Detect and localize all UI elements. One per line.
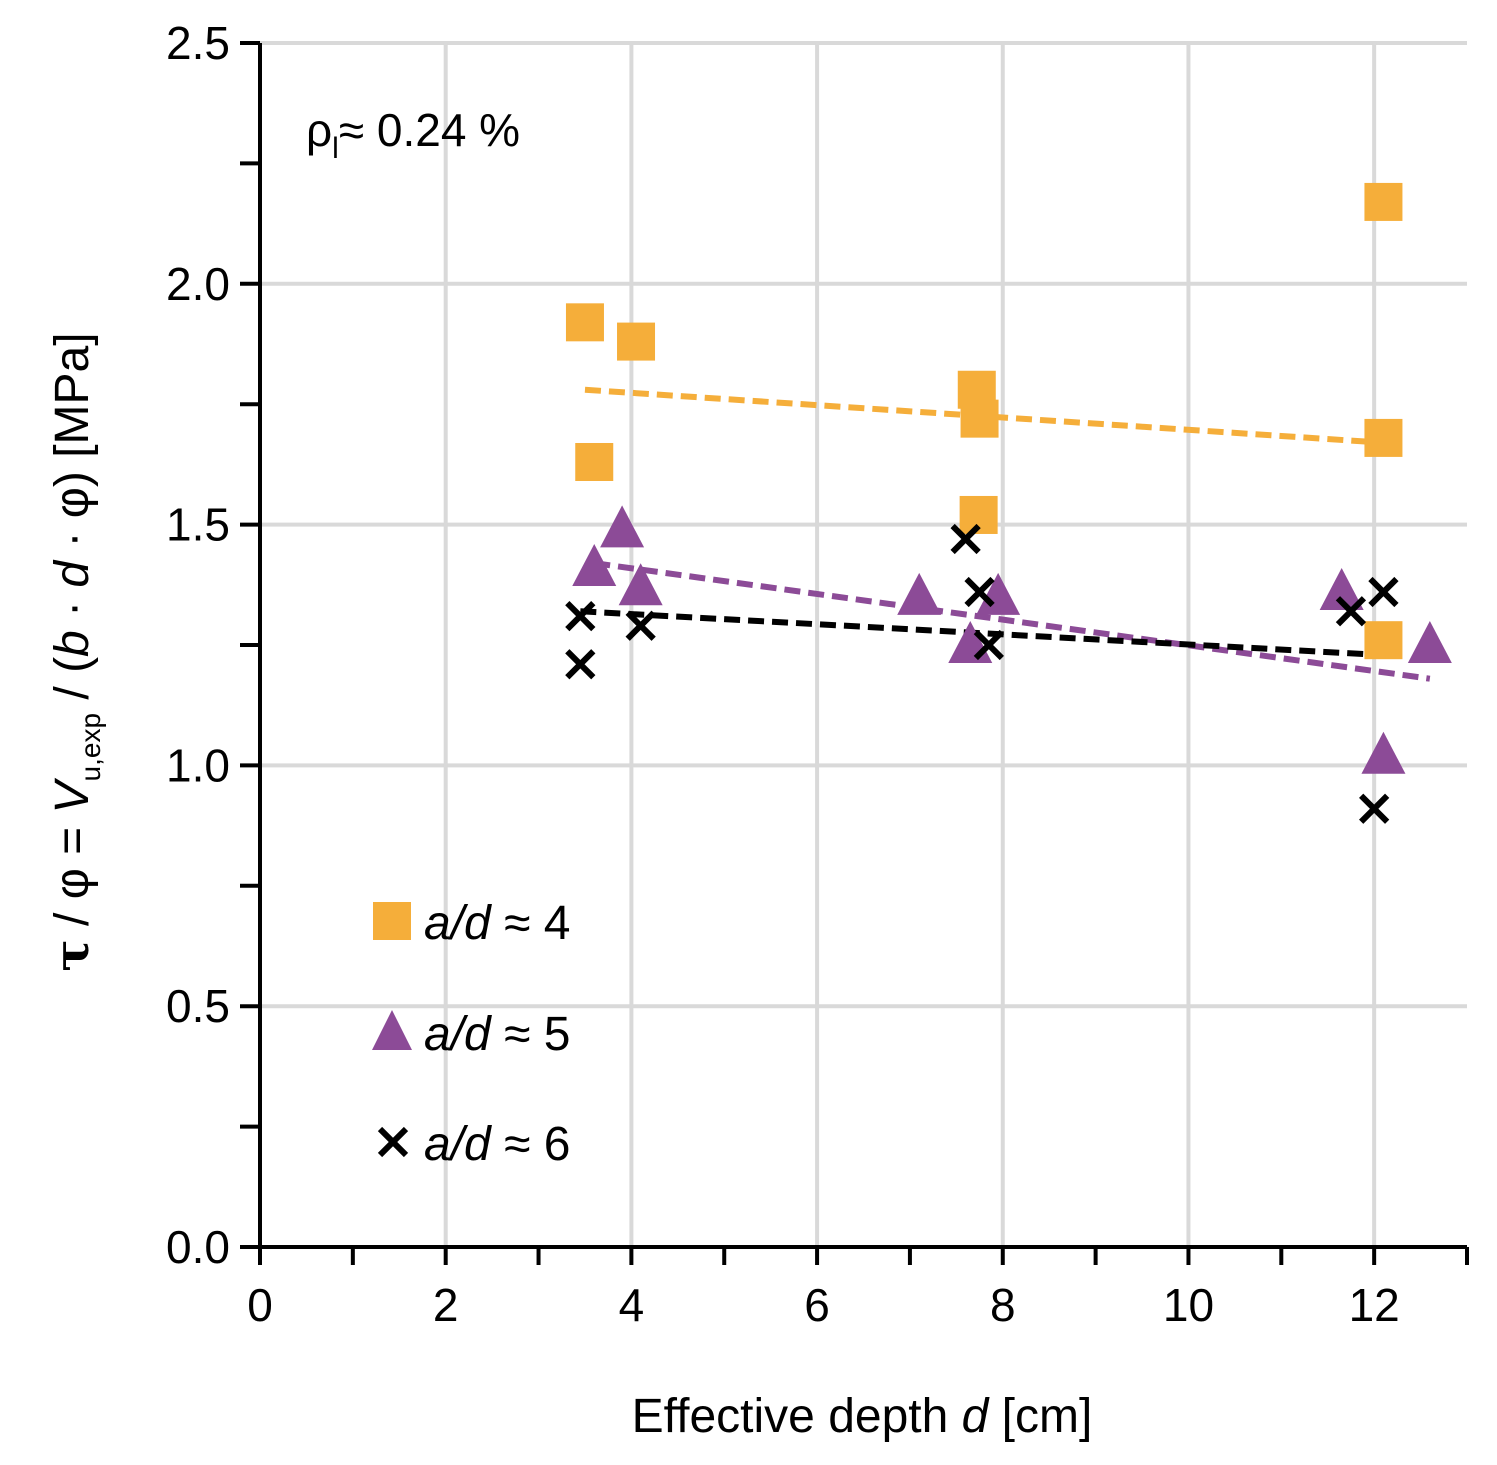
rho-symbol: ρ [306, 104, 332, 156]
y-axis-title-p2: / ( [46, 657, 99, 713]
legend-marker-cross [377, 1126, 409, 1158]
rho-annotation: ρl≈ 0.24 % [306, 104, 520, 165]
legend-label-ad5: a/d ≈ 5 [424, 1008, 570, 1061]
grid-lines [260, 41, 1467, 1247]
trend-line-series-0 [584, 386, 1384, 446]
data-point-triangle [618, 563, 663, 606]
y-axis-title-tau: τ [44, 939, 100, 971]
tick-labels: 0.0 0.5 1.0 1.5 2.0 2.5 0 2 4 6 8 10 12 [166, 17, 1400, 1331]
y-axis-title-p3: · φ) [MPa] [46, 332, 99, 560]
data-point-square [617, 322, 656, 361]
x-tick-label: 12 [1349, 1279, 1400, 1331]
x-tick-label: 0 [247, 1279, 273, 1331]
y-tick-label: 0.5 [166, 980, 230, 1032]
rho-value: ≈ 0.24 % [339, 104, 520, 156]
axes [240, 41, 1469, 1265]
y-axis-title-d: d [46, 560, 99, 588]
x-axis-title-var: d [962, 1390, 990, 1443]
data-point-cross [565, 649, 596, 680]
legend-label-ad4-rest: ≈ 4 [491, 897, 571, 950]
y-axis-title: τ / φ = Vu,exp / (b · d · φ) [MPa] [44, 332, 106, 971]
legend-label-ad4-var: a/d [424, 897, 492, 950]
data-point-square [1364, 418, 1403, 457]
legend-label-ad5-var: a/d [424, 1008, 492, 1061]
y-tick-label: 1.0 [166, 739, 230, 791]
legend-marker-triangle [372, 1010, 412, 1050]
x-tick-label: 2 [433, 1279, 459, 1331]
trend-line-series-1 [593, 560, 1431, 682]
data-points [565, 182, 1452, 824]
x-axis-title-suffix: [cm] [988, 1390, 1092, 1443]
data-point-square [575, 442, 614, 481]
data-point-cross [964, 576, 995, 608]
legend-marker-square [373, 902, 411, 940]
legend-label-ad4: a/d ≈ 4 [424, 897, 570, 950]
y-tick-label: 0.0 [166, 1221, 230, 1273]
trend-lines [580, 386, 1431, 682]
y-axis-title-p1: / φ = [46, 813, 99, 939]
y-axis-title-sub: u,exp [75, 713, 106, 782]
legend: a/d ≈ 4 a/d ≈ 5 a/d ≈ 6 [372, 897, 570, 1171]
legend-label-ad6-var: a/d [424, 1118, 492, 1171]
data-point-cross [973, 629, 1004, 661]
legend-label-ad6: a/d ≈ 6 [424, 1118, 570, 1171]
y-tick-label: 2.5 [166, 17, 230, 69]
y-tick-label: 1.5 [166, 499, 230, 551]
rho-subscript: l [332, 132, 339, 165]
legend-label-ad6-rest: ≈ 6 [491, 1118, 571, 1171]
data-point-cross [1359, 793, 1390, 824]
x-tick-label: 6 [804, 1279, 830, 1331]
data-point-triangle [1361, 731, 1406, 774]
data-point-triangle [600, 505, 645, 548]
y-axis-title-V: V [46, 777, 99, 813]
y-axis-title-b: b [46, 630, 99, 657]
legend-label-ad5-rest: ≈ 5 [491, 1008, 571, 1061]
data-point-square [565, 303, 604, 342]
data-point-cross [625, 610, 656, 641]
data-point-cross [1335, 596, 1367, 627]
data-point-cross [565, 600, 596, 632]
data-point-square [1364, 621, 1403, 660]
y-axis-title-dot: · [46, 588, 99, 631]
x-axis-title: Effective depth d [cm] [632, 1390, 1093, 1443]
data-point-cross [950, 523, 981, 555]
data-point-square [1364, 182, 1403, 221]
data-point-square [960, 399, 999, 438]
x-tick-label: 10 [1163, 1279, 1214, 1331]
y-tick-label: 2.0 [166, 258, 230, 310]
x-axis-title-prefix: Effective depth [632, 1390, 962, 1443]
data-point-triangle [1407, 621, 1452, 663]
x-tick-label: 4 [619, 1279, 645, 1331]
data-point-triangle [897, 572, 942, 615]
data-point-triangle [976, 572, 1021, 615]
data-point-cross [1368, 576, 1399, 608]
x-tick-label: 8 [990, 1279, 1016, 1331]
data-point-triangle [1319, 568, 1364, 611]
data-point-triangle [572, 543, 617, 586]
